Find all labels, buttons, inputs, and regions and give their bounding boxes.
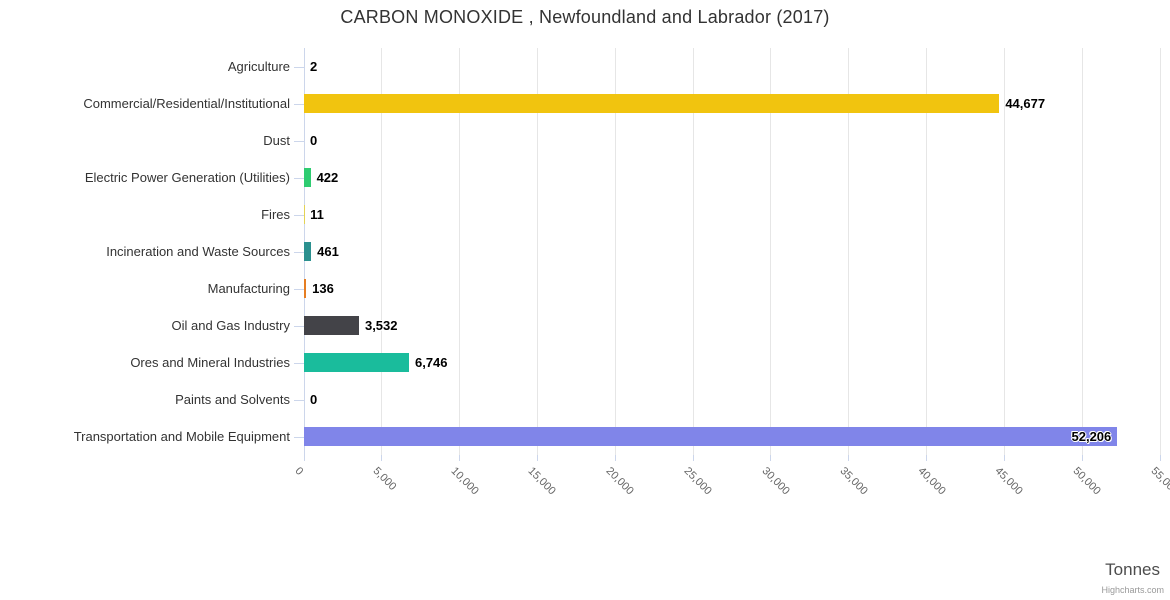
y-gridline (381, 48, 383, 455)
category-axis-tick (294, 177, 304, 179)
data-label-oil-and-gas-industry: 3,532 (364, 318, 398, 333)
value-axis-tick (692, 455, 694, 461)
y-gridline (1003, 48, 1005, 455)
data-label-manufacturing: 136 (312, 281, 334, 296)
bar-incineration-and-waste-sources[interactable] (304, 242, 312, 261)
value-axis-label: 45,000 (992, 465, 1026, 498)
category-axis-tick (294, 325, 304, 327)
value-axis-tick (1081, 455, 1083, 461)
category-label-agriculture: Agriculture (227, 59, 290, 74)
value-axis-label: 10,000 (448, 465, 481, 498)
value-axis-label: 15,000 (525, 465, 559, 498)
category-axis-tick (294, 251, 304, 253)
y-gridline (536, 48, 538, 455)
value-axis-label: 40,000 (915, 465, 948, 498)
category-label-commercial-residential-institutional: Commercial/Residential/Institutional (83, 96, 290, 111)
value-axis-tick (381, 455, 383, 461)
value-axis-tick (614, 455, 616, 461)
bar-ores-and-mineral-industries[interactable] (304, 353, 409, 372)
value-axis-label: 0 (292, 465, 306, 478)
value-axis-tick (459, 455, 461, 461)
y-gridline (770, 48, 772, 455)
value-axis-tick (303, 455, 305, 461)
y-gridline (1159, 48, 1161, 455)
value-axis-tick (770, 455, 772, 461)
y-gridline (926, 48, 928, 455)
value-axis-tick (1159, 455, 1161, 461)
category-axis-tick (294, 288, 304, 290)
data-label-electric-power-generation-utilities: 422 (316, 170, 339, 185)
value-axis-label: 35,000 (837, 465, 870, 498)
value-axis-tick (536, 455, 538, 461)
data-label-transportation-and-mobile-equipment: 52,206 (1071, 429, 1112, 444)
category-axis-tick (294, 214, 304, 216)
bar-commercial-residential-institutional[interactable] (304, 94, 1000, 113)
bar-electric-power-generation-utilities[interactable] (304, 168, 311, 187)
value-axis-label: 55,000 (1148, 465, 1170, 498)
category-axis-tick (294, 66, 304, 68)
data-label-fires: 11 (310, 207, 324, 222)
category-label-incineration-and-waste-sources: Incineration and Waste Sources (106, 244, 290, 259)
bar-transportation-and-mobile-equipment[interactable] (304, 427, 1117, 446)
value-axis-label: 20,000 (603, 465, 637, 498)
data-label-agriculture: 2 (310, 59, 318, 74)
highcharts-credits-link[interactable]: Highcharts.com (1101, 585, 1164, 595)
category-label-manufacturing: Manufacturing (207, 281, 290, 296)
value-axis-label: 30,000 (759, 465, 792, 498)
category-label-dust: Dust (263, 133, 290, 148)
category-axis-tick (294, 436, 304, 438)
value-axis-tick (926, 455, 928, 461)
value-axis-label: 25,000 (681, 465, 714, 498)
category-axis-tick (294, 103, 304, 105)
category-label-ores-and-mineral-industries: Ores and Mineral Industries (130, 355, 290, 370)
y-gridline (459, 48, 461, 455)
y-gridline (692, 48, 694, 455)
category-label-fires: Fires (261, 207, 290, 222)
data-label-incineration-and-waste-sources: 461 (317, 244, 339, 259)
value-axis-label: 5,000 (370, 465, 399, 493)
value-axis-tick (848, 455, 850, 461)
value-axis-label: 50,000 (1070, 465, 1103, 498)
category-axis-tick (294, 140, 304, 142)
category-axis-tick (294, 362, 304, 364)
y-gridline (1081, 48, 1083, 455)
x-axis-title: Tonnes (1105, 560, 1160, 579)
category-axis-tick (294, 399, 304, 401)
category-label-oil-and-gas-industry: Oil and Gas Industry (171, 318, 291, 333)
category-label-transportation-and-mobile-equipment: Transportation and Mobile Equipment (73, 429, 290, 444)
value-axis-tick (1003, 455, 1005, 461)
category-label-paints-and-solvents: Paints and Solvents (175, 392, 290, 407)
bar-manufacturing[interactable] (304, 279, 307, 298)
category-label-electric-power-generation-utilities: Electric Power Generation (Utilities) (84, 170, 290, 185)
y-gridline (614, 48, 616, 455)
data-label-paints-and-solvents: 0 (310, 392, 318, 407)
y-gridline (848, 48, 850, 455)
bar-oil-and-gas-industry[interactable] (304, 316, 359, 335)
data-label-dust: 0 (310, 133, 318, 148)
data-label-commercial-residential-institutional: 44,677 (1005, 96, 1046, 111)
data-label-ores-and-mineral-industries: 6,746 (414, 355, 448, 370)
chart-title: CARBON MONOXIDE , Newfoundland and Labra… (340, 7, 830, 27)
